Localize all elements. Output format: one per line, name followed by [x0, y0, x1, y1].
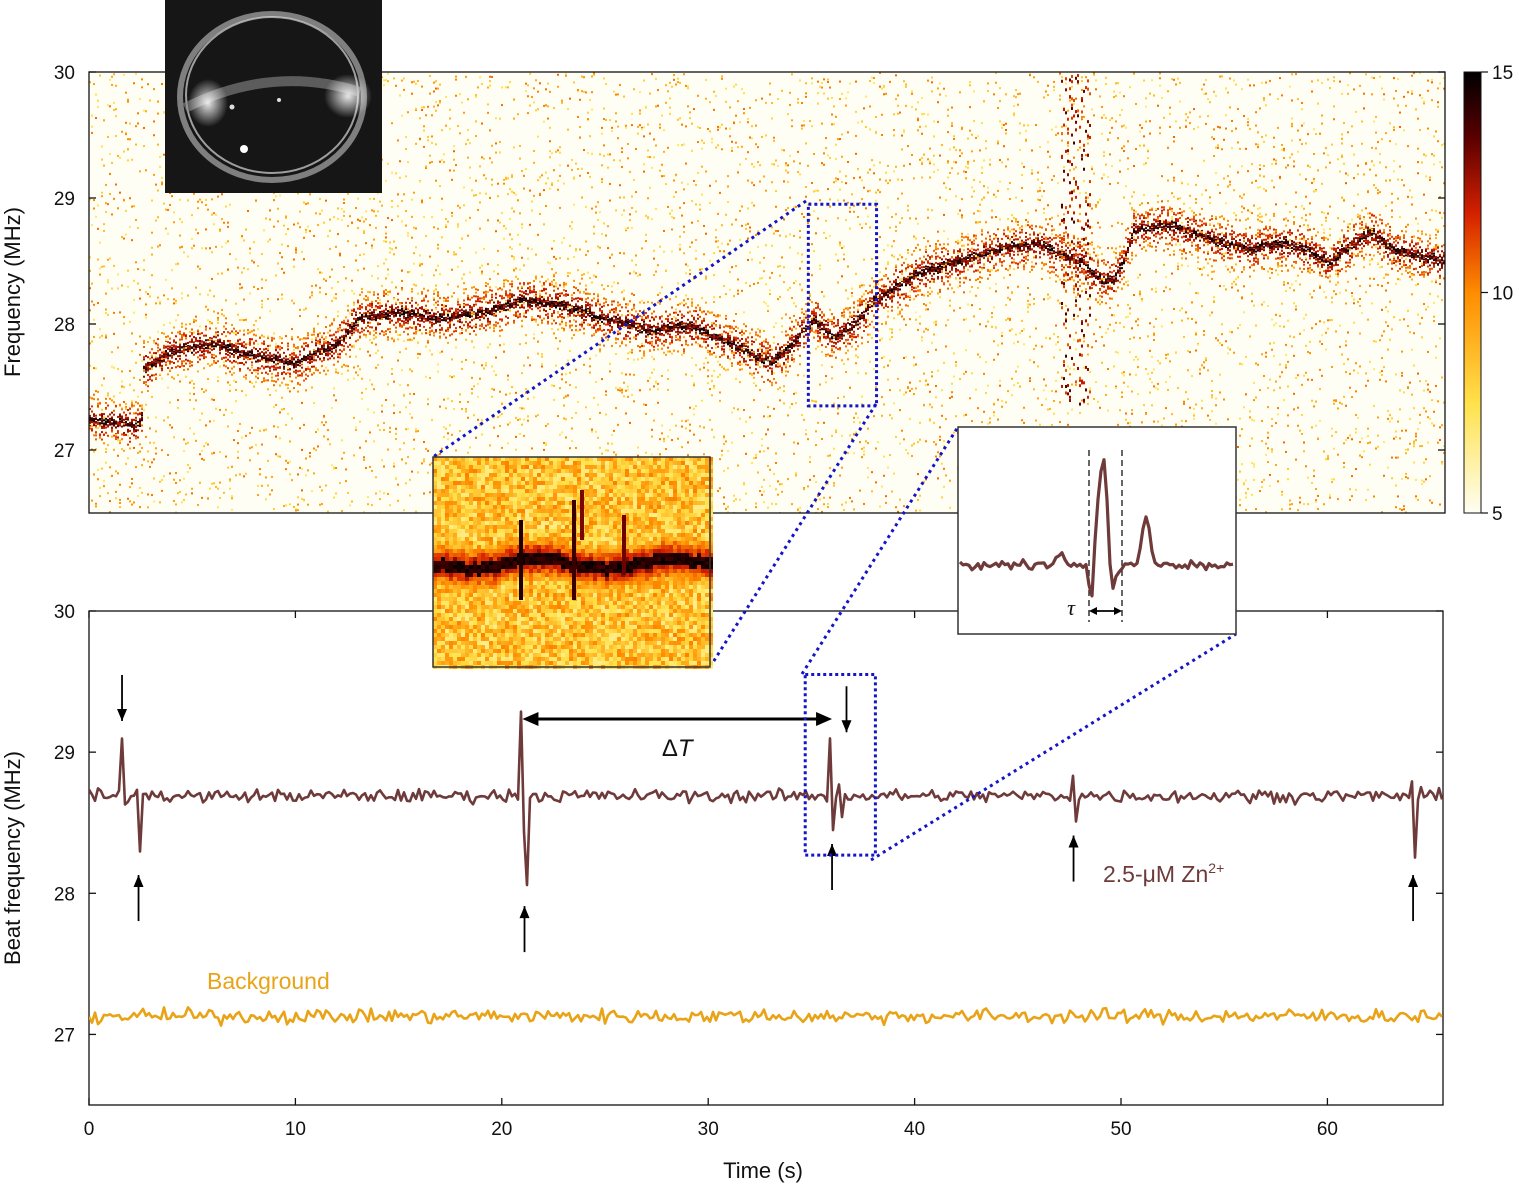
beat-y-ticks: 27 28 29 30	[54, 602, 1443, 1046]
spectrogram-y-ticks: 27 28 29 30	[54, 63, 1445, 462]
colorbar-ticks: 5 10 15	[1481, 63, 1513, 525]
beat-panel: 27 28 29 30 0 10 20 30 40 50 60 Beat frequency (M…	[0, 602, 1444, 1183]
colorbar: 5 10 15	[1463, 63, 1513, 525]
y-tick-label: 30	[54, 63, 75, 84]
y-tick-label: 29	[54, 189, 75, 210]
y-tick-label: 29	[54, 743, 75, 764]
x-tick-label: 60	[1317, 1119, 1338, 1140]
spike-arrow-head	[1068, 835, 1079, 848]
ring-image-inset	[165, 0, 382, 193]
colorbar-gradient	[1463, 71, 1482, 514]
y-tick-label: 28	[54, 315, 75, 336]
inset-trace-line	[958, 458, 1234, 598]
zoom-inset-heatmap	[433, 457, 713, 669]
colorbar-tick-label: 15	[1492, 63, 1513, 84]
beat-frame	[88, 610, 1444, 1106]
x-tick-label: 30	[698, 1119, 719, 1140]
spike-arrow-head	[1408, 875, 1419, 888]
spike-arrow-head	[841, 720, 852, 733]
x-tick-label: 10	[285, 1119, 306, 1140]
y-tick-label: 27	[54, 441, 75, 462]
spike-arrow-head	[117, 708, 128, 721]
zn-series-label: 2.5-μM Zn2+	[1103, 860, 1224, 887]
spectrogram-zoom-box	[806, 202, 879, 408]
x-tick-label: 40	[904, 1119, 925, 1140]
y-tick-label: 28	[54, 884, 75, 905]
spectrogram-y-label: Frequency (MHz)	[0, 207, 25, 377]
spectrogram-zoom-inset	[432, 456, 713, 669]
colorbar-tick-label: 5	[1492, 504, 1503, 525]
beat-y-label: Beat frequency (MHz)	[0, 751, 25, 965]
spike-arrow-head	[133, 875, 144, 888]
tau-label: τ	[1067, 595, 1076, 620]
beat-x-ticks: 0 10 20 30 40 50 60	[84, 611, 1338, 1140]
y-tick-label: 30	[54, 602, 75, 623]
spike-arrow-head	[519, 906, 530, 919]
x-tick-label: 20	[491, 1119, 512, 1140]
background-series-label: Background	[207, 968, 330, 994]
spike-arrows	[117, 674, 1419, 953]
delta-t-interval: ΔT	[522, 712, 833, 762]
spike-arrow-head	[827, 844, 838, 857]
delta-t-label: ΔT	[662, 735, 695, 762]
spectrogram-frame	[88, 71, 1446, 514]
y-tick-label: 27	[54, 1025, 75, 1046]
colorbar-tick-label: 10	[1492, 284, 1513, 305]
zoom-connectors	[432, 199, 1237, 862]
tau-interval	[1089, 607, 1122, 615]
series-line-background	[89, 1006, 1443, 1027]
trace-zoom-inset: τ	[957, 426, 1237, 635]
series-line-zn	[89, 710, 1443, 887]
x-tick-label: 50	[1110, 1119, 1131, 1140]
x-axis-label: Time (s)	[723, 1158, 803, 1183]
x-tick-label: 0	[84, 1119, 95, 1140]
